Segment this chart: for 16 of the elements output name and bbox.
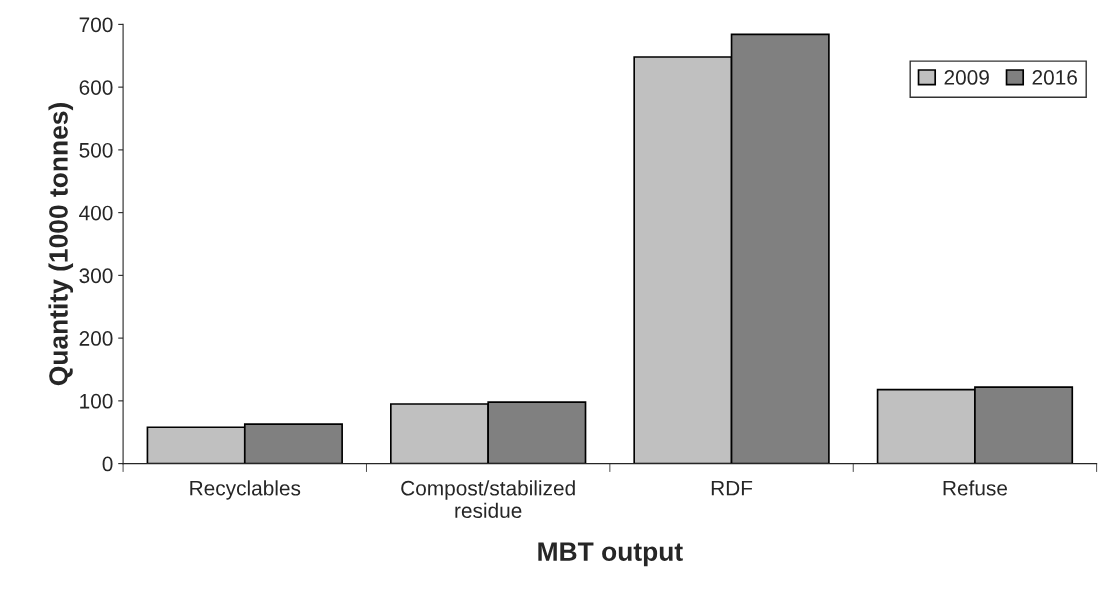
x-tick-label: RDF xyxy=(711,481,753,496)
x-tick-label: Refuse xyxy=(943,480,1008,496)
x-tick-label: Recyclables xyxy=(190,480,301,500)
x-axis-title: MBT output xyxy=(538,542,683,567)
y-tick-label: 200 xyxy=(79,331,113,346)
y-tick-label: 300 xyxy=(79,268,113,284)
y-tick-label: 700 xyxy=(79,17,113,33)
y-tick-label: 0 xyxy=(102,456,113,472)
legend-label: 2016 xyxy=(1032,70,1077,85)
y-tick-label: 400 xyxy=(79,205,113,221)
y-tick-label: 500 xyxy=(79,142,113,158)
x-tick-label: Compost/stabilized residue xyxy=(401,480,575,519)
y-tick-label: 600 xyxy=(79,80,113,95)
y-tick-label: 100 xyxy=(80,393,113,409)
y-axis-title: Quantity (1000 tonnes) xyxy=(48,103,74,386)
legend-label: 2009 xyxy=(944,70,989,85)
